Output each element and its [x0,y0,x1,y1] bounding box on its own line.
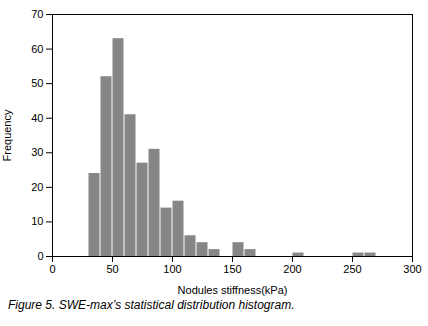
svg-text:Frequency: Frequency [1,109,13,161]
svg-text:150: 150 [223,263,241,275]
svg-text:20: 20 [31,181,43,193]
svg-text:Nodules stiffness(kPa): Nodules stiffness(kPa) [178,284,288,296]
svg-text:70: 70 [31,8,43,20]
svg-text:50: 50 [106,263,118,275]
svg-text:50: 50 [31,77,43,89]
svg-text:10: 10 [31,215,43,227]
html-text:Figure 5. SWE-max’s statistica: Figure 5. SWE-max’s statistical distribu… [8,298,295,312]
svg-text:30: 30 [31,146,43,158]
svg-text:40: 40 [31,112,43,124]
svg-text:100: 100 [163,263,181,275]
svg-text:0: 0 [49,263,55,275]
svg-text:200: 200 [283,263,301,275]
svg-text:60: 60 [31,43,43,55]
svg-text:0: 0 [37,250,43,262]
svg-text:250: 250 [343,263,361,275]
svg-text:300: 300 [403,263,421,275]
